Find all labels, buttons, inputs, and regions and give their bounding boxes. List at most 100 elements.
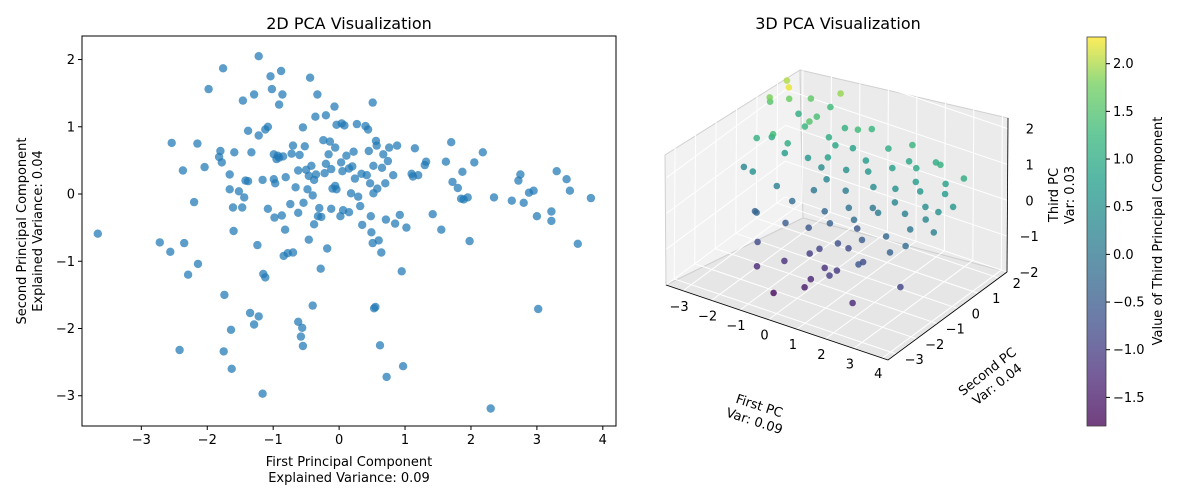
scatter-point [296,332,306,341]
scatter-point [390,219,400,228]
scatter-point-3d [827,103,834,111]
colorbar-tick-label: 1.0 [1113,153,1134,168]
scatter-point [240,193,249,202]
chart-2d-points [93,52,596,413]
x-tick-label: 2 [467,433,475,448]
scatter-point [299,198,308,207]
scatter-point [258,175,267,185]
y-tick-label: −3 [905,353,924,368]
scatter-point [346,189,356,198]
chart-2d-x-axis-label: First Principal Component Explained Varia… [266,455,433,486]
scatter-point [519,198,528,207]
scatter-point-3d [891,199,899,206]
scatter-point [270,213,279,222]
scatter-point-3d [805,224,812,231]
scatter-point-3d [804,154,812,162]
scatter-point-3d [801,123,809,130]
scatter-point-3d [892,185,899,193]
chart-3d-y-ticks: −3−2−1 012 [905,277,1021,368]
scatter-point [402,223,411,232]
scatter-point [280,225,290,234]
z-tick-label: −1 [1020,230,1039,245]
x-tick-label: 1 [789,338,797,353]
scatter-point [379,150,388,159]
scatter-point [267,84,277,94]
scatter-point [294,166,303,175]
scatter-point [437,225,446,234]
scatter-point [217,158,226,167]
scatter-point [331,143,340,152]
scatter-point-3d [773,182,781,190]
scatter-point [465,236,474,246]
scatter-point [385,143,394,152]
scatter-point-3d [901,210,909,218]
scatter-point-3d [853,225,861,232]
scatter-point [516,170,525,179]
scatter-point-3d [795,110,802,118]
scatter-point-3d [837,90,844,97]
scatter-point [463,193,472,202]
scatter-point-3d [850,216,858,224]
scatter-point [261,273,270,282]
chart-2d-plot-frame [81,35,617,427]
scatter-point [175,345,184,355]
scatter-point-3d [885,145,892,152]
scatter-point [308,191,317,200]
scatter-point [228,203,238,212]
scatter-point-3d [785,84,793,91]
x-tick-label: −3 [669,300,688,315]
colorbar-tick-label: −0.5 [1113,296,1145,311]
x-tick-label: −2 [198,433,217,448]
scatter-point [316,264,325,273]
chart-2d-y-ticks: −3 −2 −1 0 1 2 [56,53,82,404]
scatter-point-3d [842,187,849,194]
x-tick-label: −1 [726,319,745,334]
x-tick-label: −3 [132,433,151,448]
colorbar-tick-label: 2.0 [1113,57,1134,72]
scatter-point [354,192,363,201]
scatter-point-3d [862,157,870,164]
scatter-point [392,141,402,150]
scatter-point [253,240,262,250]
scatter-point-3d [821,264,828,272]
colorbar-tick-label: 0.5 [1113,200,1134,215]
scatter-point-3d [766,94,773,101]
scatter-point [225,185,234,194]
scatter-point-3d [833,267,841,274]
scatter-point [321,159,331,168]
y-tick-label: −2 [925,338,944,353]
chart-3d-x-axis-label: First PCVar: 0.09 [724,391,789,439]
scatter-point [372,141,381,150]
scatter-point-3d [874,209,882,217]
scatter-point [311,170,321,179]
scatter-point-3d [781,149,789,157]
scatter-point [340,121,349,130]
colorbar-gradient [1086,36,1107,427]
grid-line [666,124,1008,214]
scatter-point [278,152,288,161]
scatter-point [529,186,538,195]
colorbar-tick-label: −1.5 [1113,391,1145,406]
chart-2d-x-ticks: −3 −2 −1 0 1 2 3 4 [132,426,607,448]
scatter-point [180,238,189,248]
scatter-point [410,144,420,153]
scatter-point-3d [841,124,849,132]
scatter-point [313,90,322,99]
y-tick-label: 2 [1013,277,1021,292]
scatter-point [286,199,295,209]
scatter-point [243,126,253,135]
scatter-point [383,156,393,166]
scatter-point [218,64,228,73]
scatter-point [367,228,376,237]
scatter-point [307,161,316,170]
scatter-point-3d [854,126,862,133]
scatter-point [323,244,332,253]
scatter-point [298,123,308,132]
scatter-point-3d [785,95,793,103]
scatter-point [573,239,582,248]
scatter-point-3d [930,229,938,236]
z-tick-label: −2 [1019,266,1038,281]
scatter-point-3d [916,188,924,195]
scatter-point [374,236,383,245]
